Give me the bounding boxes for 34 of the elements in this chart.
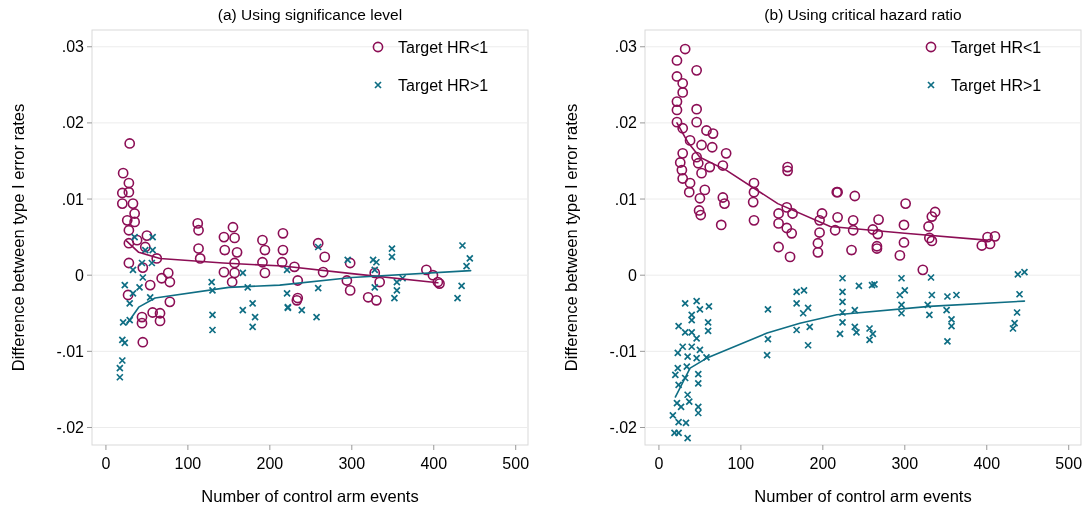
x-tick-label: 100 xyxy=(727,455,755,472)
y-tick-label: .03 xyxy=(61,38,85,56)
x-tick-label: 300 xyxy=(338,455,366,472)
y-tick-label: .02 xyxy=(614,114,638,132)
y-tick-label: 0 xyxy=(75,266,85,284)
x-tick-label: 500 xyxy=(502,455,530,472)
y-tick-label: -.01 xyxy=(56,342,85,360)
x-tick-label: 400 xyxy=(420,455,448,472)
chart-title: (a) Using significance level xyxy=(217,6,403,23)
x-tick-label: 0 xyxy=(101,455,111,472)
x-tick-label: 200 xyxy=(256,455,284,472)
x-tick-label: 400 xyxy=(973,455,1001,472)
legend-label: Target HR>1 xyxy=(951,76,1042,94)
y-tick-label: .02 xyxy=(61,114,85,132)
y-tick-label: 0 xyxy=(628,266,638,284)
chart-title: (b) Using critical hazard ratio xyxy=(764,6,962,23)
y-tick-label: -.02 xyxy=(56,419,85,437)
x-tick-label: 0 xyxy=(654,455,664,472)
y-tick-label: -.01 xyxy=(609,342,638,360)
y-tick-label: -.02 xyxy=(609,419,638,437)
x-tick-label: 200 xyxy=(809,455,837,472)
x-tick-label: 300 xyxy=(891,455,919,472)
y-tick-label: .03 xyxy=(614,38,638,56)
legend-label: Target HR<1 xyxy=(951,38,1042,56)
legend-label: Target HR<1 xyxy=(398,38,489,56)
legend-label: Target HR>1 xyxy=(398,76,489,94)
y-tick-label: .01 xyxy=(61,190,85,208)
y-tick-label: .01 xyxy=(614,190,638,208)
x-tick-label: 100 xyxy=(174,455,202,472)
x-tick-label: 500 xyxy=(1055,455,1083,472)
x-axis-title: Number of control arm events xyxy=(201,487,419,505)
y-axis-title: Difference between type I error rates xyxy=(562,103,580,372)
x-axis-title: Number of control arm events xyxy=(754,487,972,505)
y-axis-title: Difference between type I error rates xyxy=(9,103,27,372)
